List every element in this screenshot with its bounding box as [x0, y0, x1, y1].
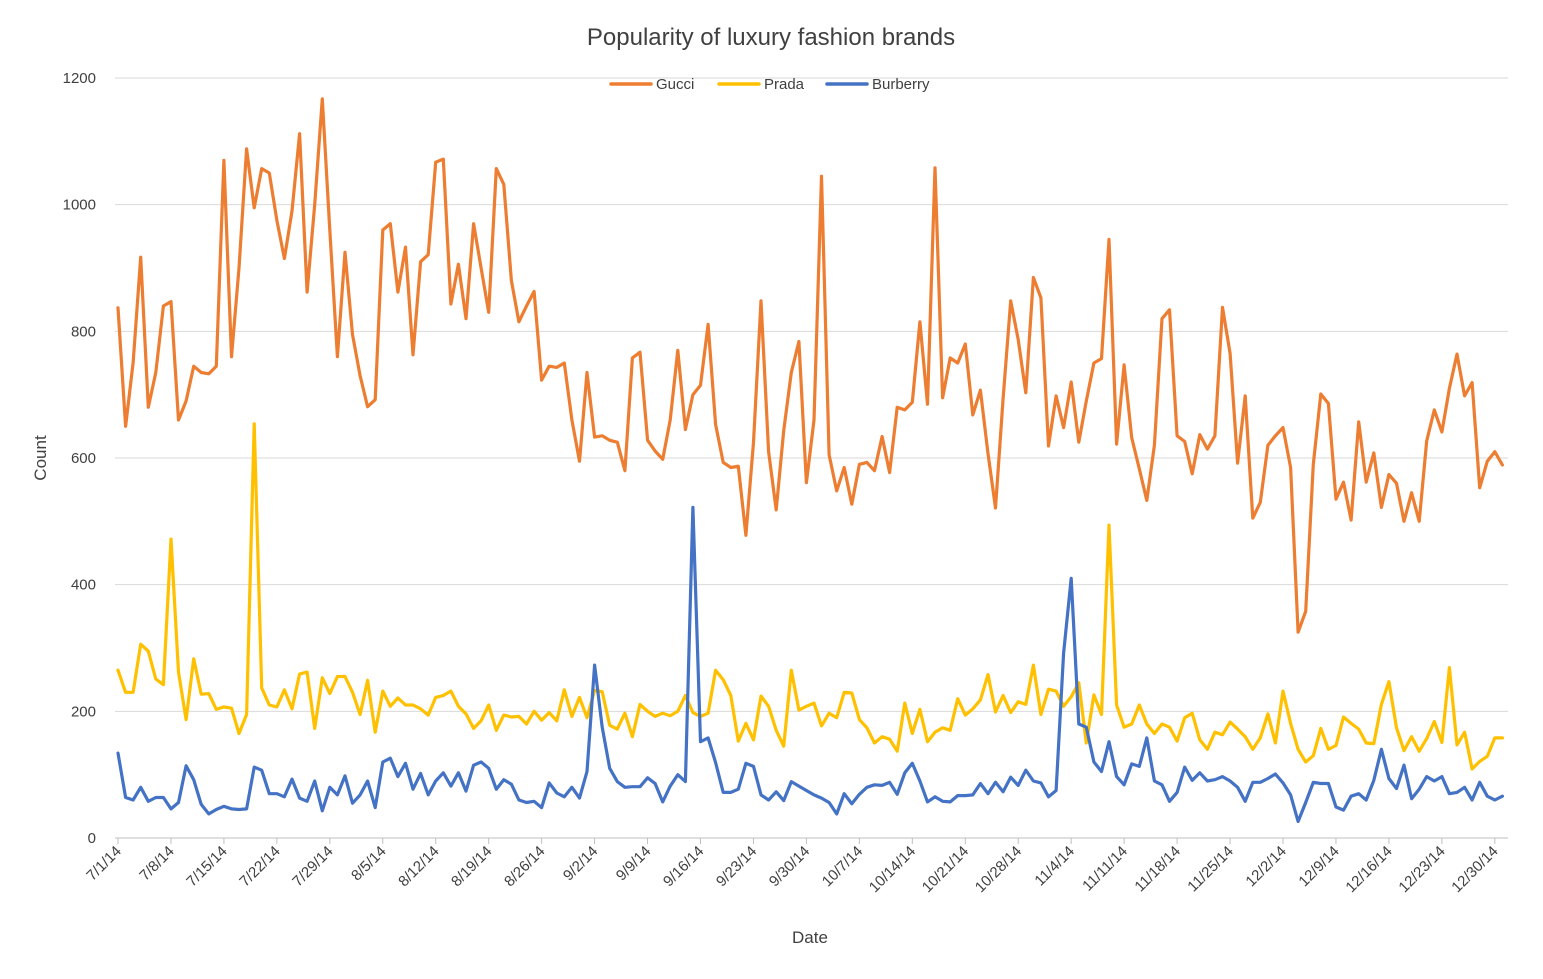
x-tick-label: 9/2/14: [560, 843, 602, 885]
y-tick-label: 600: [71, 450, 96, 467]
chart-title: Popularity of luxury fashion brands: [587, 24, 955, 51]
x-tick-label: 12/2/14: [1242, 843, 1289, 890]
y-tick-label: 200: [71, 703, 96, 720]
x-tick-label: 8/12/14: [395, 843, 442, 890]
x-tick-label: 7/22/14: [236, 843, 283, 890]
x-tick-label: 7/29/14: [289, 843, 336, 890]
x-tick-label: 9/23/14: [713, 843, 760, 890]
series-line-burberry: [116, 505, 1505, 824]
x-axis-title: Date: [792, 928, 828, 947]
x-tick-label: 11/18/14: [1131, 843, 1184, 896]
legend-label-gucci: Gucci: [656, 76, 694, 93]
y-tick-label: 800: [71, 323, 96, 340]
x-tick-label: 12/30/14: [1448, 843, 1501, 896]
legend: Gucci Prada Burberry: [609, 76, 930, 93]
x-tick-label: 10/7/14: [819, 843, 866, 890]
legend-label-burberry: Burberry: [872, 76, 930, 93]
series-line-prada: [116, 422, 1505, 771]
gridlines: [115, 77, 1508, 839]
x-tick-label: 8/26/14: [501, 843, 548, 890]
legend-label-prada: Prada: [764, 76, 805, 93]
x-tick-label: 8/19/14: [448, 843, 495, 890]
x-tick-label: 10/14/14: [866, 843, 919, 896]
x-tick-label: 9/30/14: [766, 843, 813, 890]
x-tick-label: 9/9/14: [613, 843, 655, 885]
series-line-gucci: [116, 97, 1505, 634]
x-tick-label: 9/16/14: [660, 843, 707, 890]
x-tick-label: 7/15/14: [183, 843, 230, 890]
y-tick-label: 0: [88, 830, 96, 847]
x-axis-ticks: 7/1/14 7/8/14 7/15/14 7/22/14 7/29/14 8/5/14 8…: [83, 837, 1508, 896]
x-tick-label: 10/28/14: [972, 843, 1025, 896]
x-tick-label: 7/1/14: [83, 843, 125, 885]
x-tick-label: 12/16/14: [1342, 843, 1395, 896]
y-tick-label: 1200: [63, 70, 96, 87]
x-tick-label: 8/5/14: [348, 843, 390, 885]
y-tick-label: 1000: [63, 197, 96, 214]
x-tick-label: 12/9/14: [1295, 843, 1342, 890]
y-tick-label: 400: [71, 577, 96, 594]
x-tick-label: 12/23/14: [1395, 843, 1448, 896]
x-tick-label: 7/8/14: [136, 843, 178, 885]
x-tick-label: 11/11/14: [1079, 843, 1131, 895]
y-axis-title: Count: [31, 435, 50, 481]
series-lines: [116, 97, 1505, 824]
x-tick-label: 10/21/14: [919, 843, 972, 896]
x-tick-label: 11/25/14: [1184, 843, 1237, 896]
y-axis-ticks: 0 200 400 600 800 1000 1200: [63, 70, 96, 847]
x-tick-label: 11/4/14: [1031, 843, 1078, 890]
